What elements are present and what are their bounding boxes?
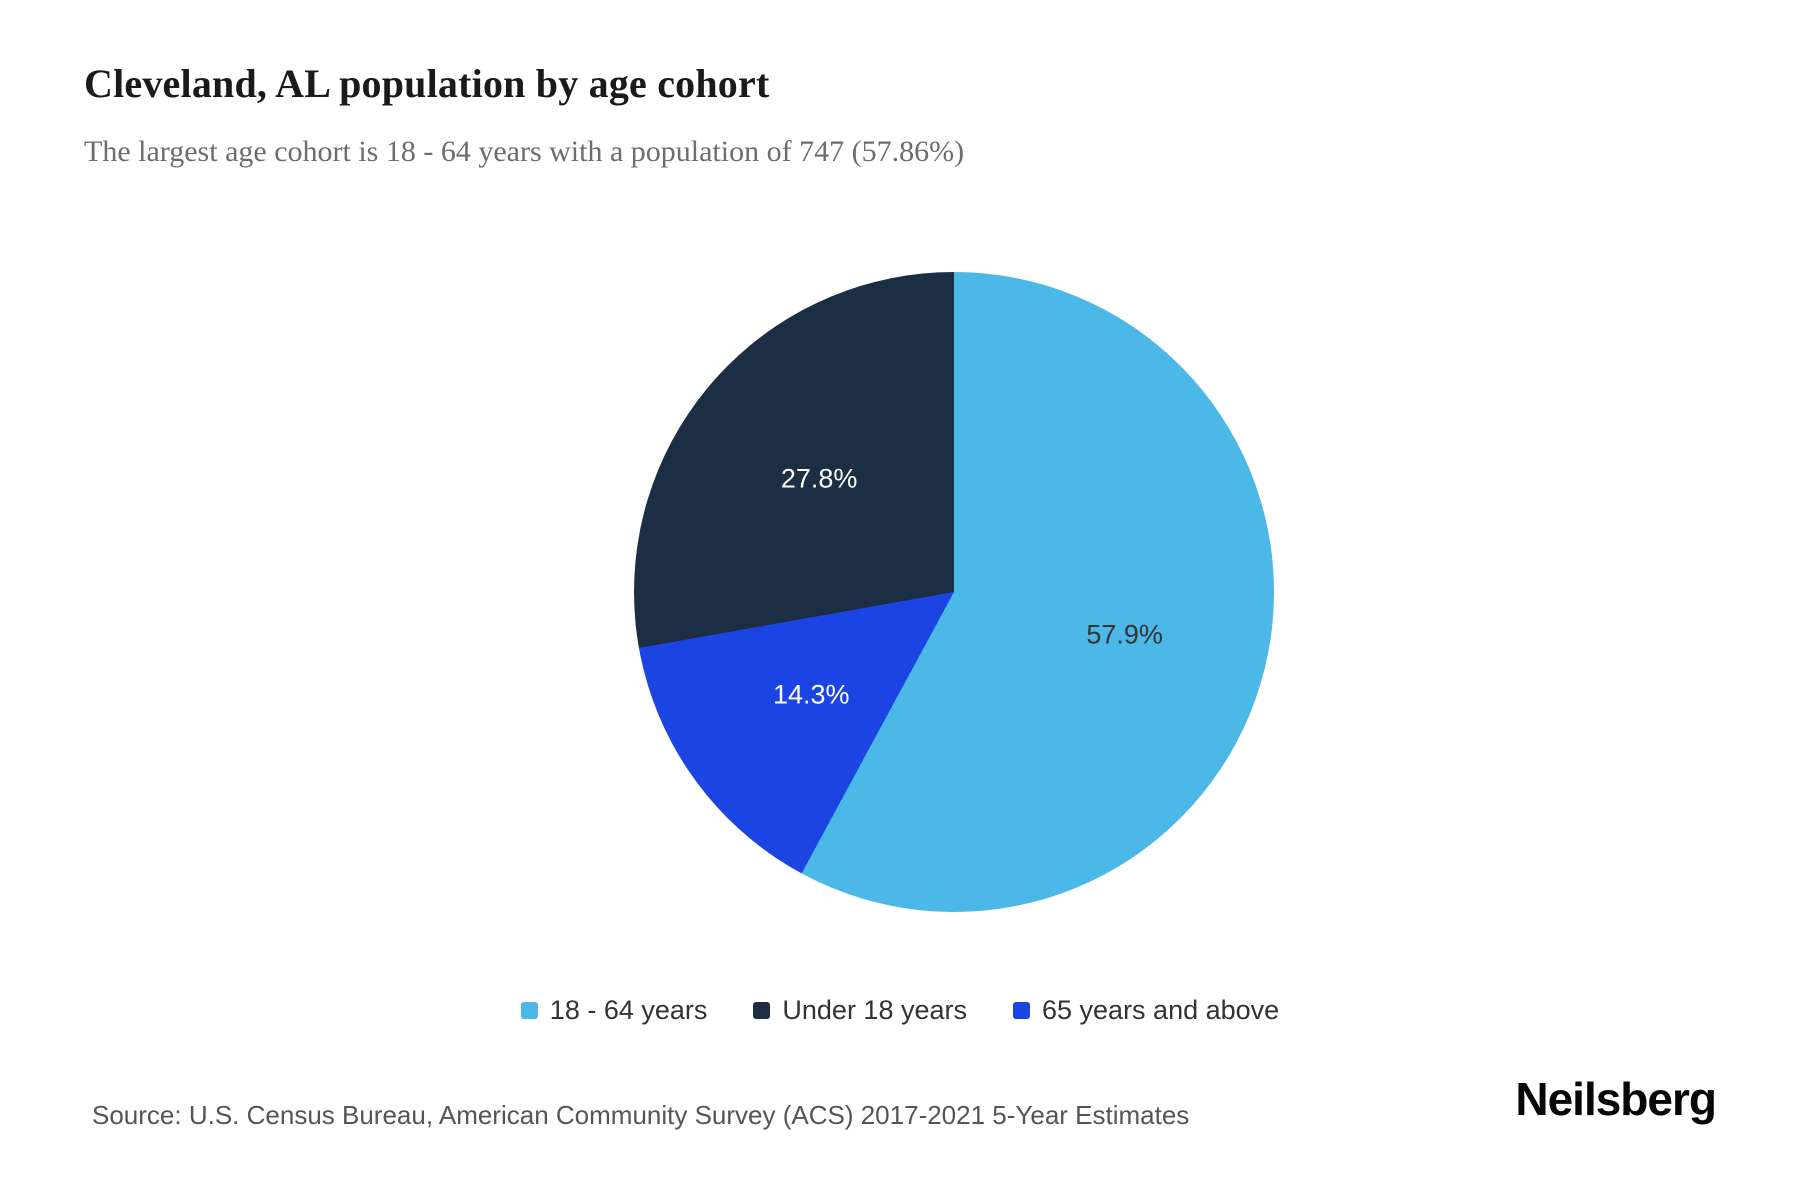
pie-chart-area: 57.9% 14.3% 27.8% bbox=[634, 272, 1274, 912]
pie[interactable] bbox=[634, 272, 1274, 912]
legend-label: 18 - 64 years bbox=[549, 995, 708, 1025]
source-note: Source: U.S. Census Bureau, American Com… bbox=[92, 1100, 1190, 1130]
chart-subtitle: The largest age cohort is 18 - 64 years … bbox=[84, 135, 965, 168]
slice-label: 27.8% bbox=[780, 463, 858, 494]
legend-swatch-icon bbox=[520, 1002, 538, 1019]
legend-swatch-icon bbox=[1013, 1002, 1030, 1019]
legend-swatch-icon bbox=[753, 1002, 771, 1019]
slice-label: 57.9% bbox=[1086, 619, 1163, 650]
brand-logo: Neilsberg bbox=[1515, 1073, 1717, 1125]
chart-title: Cleveland, AL population by age cohort bbox=[84, 61, 770, 106]
legend: 18 - 64 years Under 18 years 65 years and … bbox=[0, 995, 1800, 1026]
slice-label: 14.3% bbox=[773, 679, 850, 710]
chart-header: Cleveland, AL population by age cohort T… bbox=[84, 60, 964, 169]
legend-label: Under 18 years bbox=[782, 995, 967, 1025]
legend-item[interactable]: 18 - 64 years bbox=[520, 995, 708, 1026]
legend-item[interactable]: 65 years and above bbox=[1013, 995, 1279, 1026]
legend-label: 65 years and above bbox=[1042, 995, 1280, 1025]
legend-item[interactable]: Under 18 years bbox=[753, 995, 967, 1026]
